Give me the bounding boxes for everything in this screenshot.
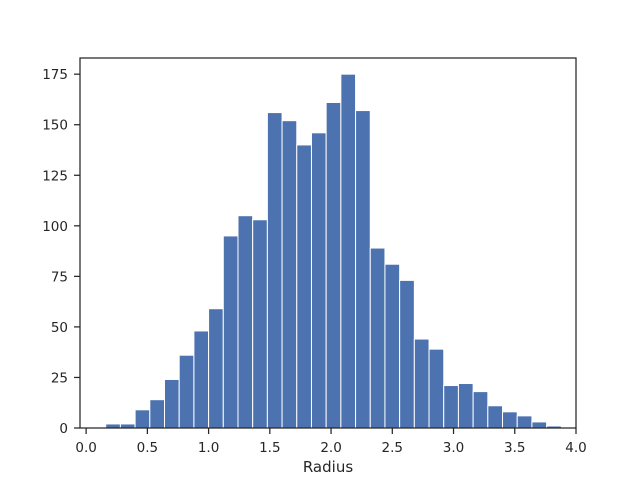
x-tick-label: 0.5 (137, 440, 158, 456)
histogram-bar (222, 235, 239, 429)
y-tick-label: 75 (51, 269, 68, 285)
plot-frame (79, 57, 577, 429)
y-tick-label: 25 (51, 370, 68, 386)
y-tick-label: 0 (59, 421, 68, 437)
y-tick-label: 50 (51, 320, 68, 336)
histogram-bar (384, 263, 401, 429)
histogram-bar (296, 144, 312, 429)
x-axis-ticks: 0.0 0.5 1.0 1.5 2.0 2.5 3.0 3.5 4.0 (75, 428, 587, 456)
histogram-bar (208, 308, 224, 429)
histogram-bar (369, 247, 386, 429)
x-tick-label: 1.5 (259, 440, 280, 456)
histogram-bar (457, 383, 474, 429)
x-tick-label: 3.0 (443, 440, 464, 456)
x-tick-label: 3.5 (504, 440, 525, 456)
histogram-bar (428, 348, 445, 429)
histogram-bar (413, 338, 430, 429)
y-tick-label: 125 (42, 168, 68, 184)
x-tick-label: 0.0 (75, 440, 96, 456)
histogram-bar (472, 391, 489, 429)
histogram-bar (193, 330, 210, 429)
histogram-bar (266, 112, 283, 429)
histogram-bar (134, 409, 151, 429)
histogram-bar (443, 385, 459, 429)
x-tick-label: 2.5 (382, 440, 403, 456)
x-tick-label: 1.0 (198, 440, 219, 456)
histogram-bar (399, 279, 415, 429)
x-axis-label: Radius (303, 458, 353, 476)
histogram-bar (149, 399, 166, 429)
histogram-bar (502, 411, 518, 429)
histogram-bar (487, 405, 504, 429)
histogram-bar (252, 219, 268, 429)
histogram-bars (105, 73, 562, 429)
x-tick-label: 2.0 (320, 440, 341, 456)
histogram-bar (516, 415, 533, 429)
histogram-bar (355, 110, 371, 429)
histogram-bar (237, 215, 254, 429)
x-tick-label: 4.0 (565, 440, 586, 456)
histogram-bar (281, 120, 298, 429)
histogram-bar (531, 421, 548, 429)
y-tick-label: 100 (42, 219, 68, 235)
y-tick-label: 175 (42, 67, 68, 83)
histogram-bar (178, 354, 195, 429)
y-tick-label: 150 (42, 118, 68, 134)
histogram-bar (340, 73, 357, 429)
y-axis-ticks: 0 25 50 75 100 125 150 175 (42, 67, 80, 437)
histogram-bar (310, 132, 327, 429)
histogram-bar (164, 378, 180, 429)
histogram-bar (325, 101, 342, 429)
